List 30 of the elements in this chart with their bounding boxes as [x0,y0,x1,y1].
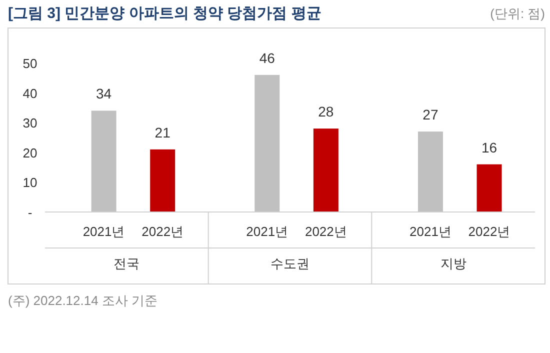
text: 2022년 [468,224,510,239]
bar [418,132,443,212]
data-label: 21 [154,124,171,140]
series-label: 2022년 [304,224,347,239]
data-label: 16 [481,139,498,156]
text: 2021년 [246,224,288,239]
y-tick-label: 30 [22,116,38,131]
text: 2021년 [82,224,125,239]
bar [91,110,116,212]
y-tick-label: 10 [22,175,38,190]
data-label: 27 [422,106,438,123]
y-tick-label: 20 [22,145,38,160]
y-tick-label: - [28,205,32,220]
y-tick-label: 50 [22,56,38,71]
y-tick-label: 40 [22,86,38,101]
series-label: 2021년 [410,224,452,239]
text: 2022년 [142,224,184,239]
x-tick-label: 수도권 [270,256,310,271]
text: (주) 2022.12.14 조사 기준 [8,293,158,308]
data-label: 46 [259,50,276,66]
bar [313,128,338,212]
bar [150,149,176,212]
bar [476,164,502,212]
chart-subtitle: (단위: 점) [490,6,545,21]
chart-title: [그림 3] 민간분양 아파트의 청약 당첨가점 평균 [8,5,322,22]
bar [254,74,280,212]
x-tick-label: 지방 [440,256,466,271]
x-tick-label: 전국 [114,256,140,271]
data-label: 34 [96,86,112,102]
data-label: 28 [318,104,334,120]
